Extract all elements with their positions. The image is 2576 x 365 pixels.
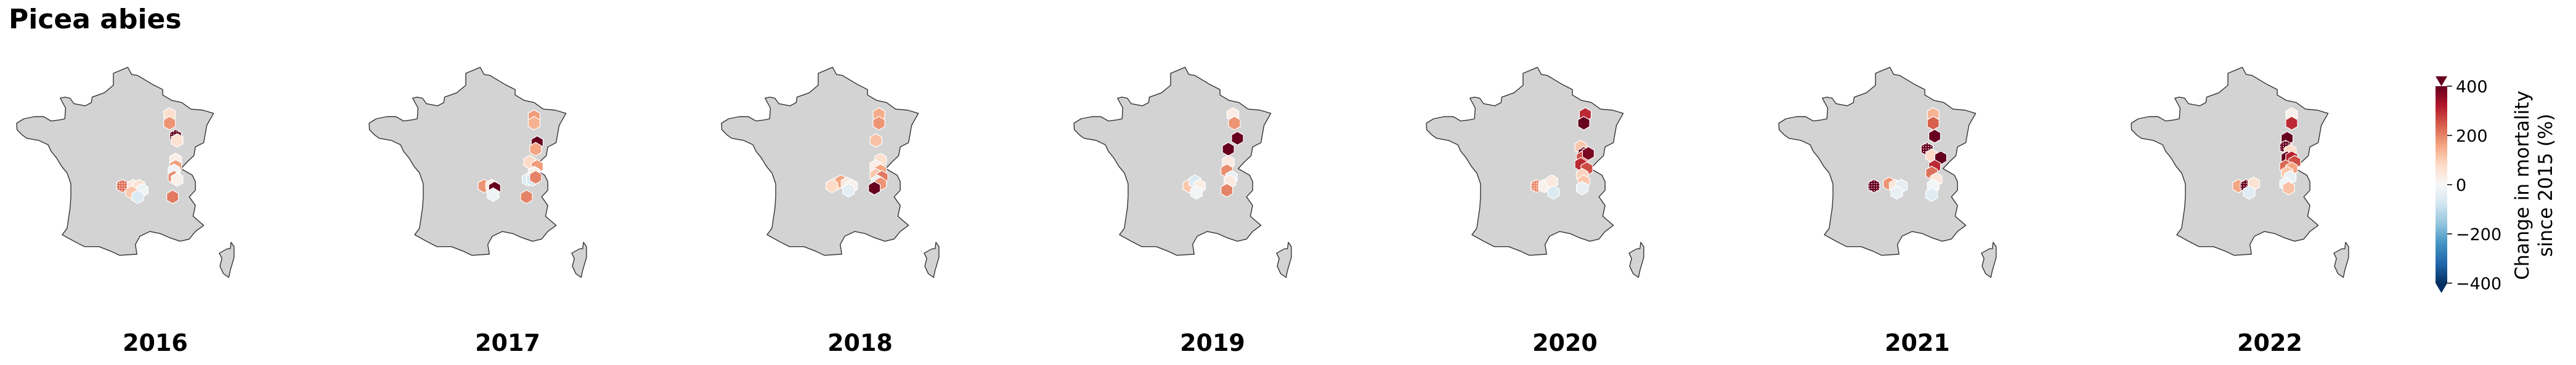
panel-year-label: 2017 (475, 329, 540, 356)
map-panel-2019: 2019 (1073, 66, 1292, 356)
mortality-hexagon (171, 172, 184, 187)
mortality-hexagon (1577, 116, 1590, 130)
mortality-hexagon (487, 187, 500, 202)
panel-year-label: 2016 (123, 329, 188, 356)
map-panel-2021: 2021 (1778, 66, 1997, 356)
mortality-hexagon (1545, 174, 1558, 189)
mortality-hexagon (520, 190, 533, 204)
mortality-hexagon (1228, 116, 1241, 130)
panel-year-label: 2019 (1180, 329, 1245, 356)
mortality-hexagon (2285, 116, 2298, 130)
mortality-hexagon (1547, 185, 1560, 200)
colorbar-extend-bottom (2436, 283, 2447, 293)
france-mainland-shape (1073, 66, 1272, 256)
mortality-hexagon (163, 116, 176, 130)
mortality-hexagon (131, 190, 144, 204)
france-mainland-shape (368, 66, 567, 256)
colorbar-extend-top (2436, 76, 2447, 86)
corsica-shape (219, 242, 235, 278)
mortality-hexagon (166, 190, 179, 204)
mortality-hexagon (1582, 146, 1595, 161)
mortality-hexagon (1927, 116, 1940, 130)
mortality-hexagon (1221, 183, 1233, 198)
colorbar: 400 200 0 −200 −400 Change in mortality sinc… (2436, 76, 2557, 294)
mortality-hexagon (872, 116, 885, 130)
corsica-shape (2333, 242, 2349, 278)
mortality-hexagon (171, 133, 184, 148)
colorbar-ticks: 400 200 0 −200 −400 (2447, 78, 2501, 294)
france-mainland-shape (1778, 66, 1977, 256)
colorbar-tick-label: −400 (2456, 275, 2501, 294)
panel-year-label: 2018 (827, 329, 893, 356)
mortality-hexagon (529, 142, 542, 156)
mortality-hexagon (1231, 131, 1244, 146)
colorbar-tick-label: −200 (2456, 225, 2501, 244)
panel-year-label: 2020 (1532, 329, 1598, 356)
corsica-shape (571, 242, 587, 278)
map-panel-2022: 2022 (2131, 66, 2349, 356)
map-panel-2018: 2018 (721, 66, 940, 356)
mortality-hexagon (527, 116, 541, 130)
map-panel-2020: 2020 (1426, 66, 1644, 356)
mortality-hexagon (1576, 181, 1589, 196)
mortality-hexagon (869, 133, 882, 148)
mortality-hexagon (1222, 142, 1235, 156)
france-mainland-shape (721, 66, 919, 256)
figure-title: Picea abies (9, 4, 182, 35)
colorbar-label-line1: Change in mortality (2511, 90, 2533, 279)
mortality-hexagon (2282, 181, 2295, 196)
corsica-shape (1981, 242, 1997, 278)
significance-hatch (1868, 179, 1880, 193)
colorbar-tick-label: 0 (2456, 176, 2466, 195)
panel-year-label: 2022 (2237, 329, 2302, 356)
colorbar-tick-label: 400 (2456, 78, 2488, 97)
colorbar-label-line2: since 2015 (%) (2535, 114, 2557, 257)
corsica-shape (924, 242, 940, 278)
mortality-hexagon (868, 181, 881, 196)
france-mainland-shape (16, 66, 214, 256)
corsica-shape (1628, 242, 1644, 278)
mortality-hexagon (529, 170, 542, 185)
mortality-hexagon (1928, 129, 1941, 143)
map-panels: 2016 2017 2018 2019 2020 2021 2022 (16, 66, 2349, 356)
map-panel-2016: 2016 (16, 66, 235, 356)
mortality-hexagon (1890, 185, 1903, 200)
panel-year-label: 2021 (1885, 329, 1950, 356)
mortality-hexagon (1190, 185, 1203, 200)
colorbar-tick-label: 200 (2456, 127, 2488, 146)
map-panel-2017: 2017 (368, 66, 587, 356)
corsica-shape (1276, 242, 1292, 278)
mortality-hexagon (1925, 187, 1938, 202)
france-mainland-shape (2131, 66, 2329, 256)
mortality-hexagon (826, 178, 839, 193)
mortality-hexagon (842, 183, 855, 198)
colorbar-gradient (2436, 86, 2447, 283)
france-mainland-shape (1426, 66, 1624, 256)
mortality-hexagon (2243, 185, 2256, 200)
